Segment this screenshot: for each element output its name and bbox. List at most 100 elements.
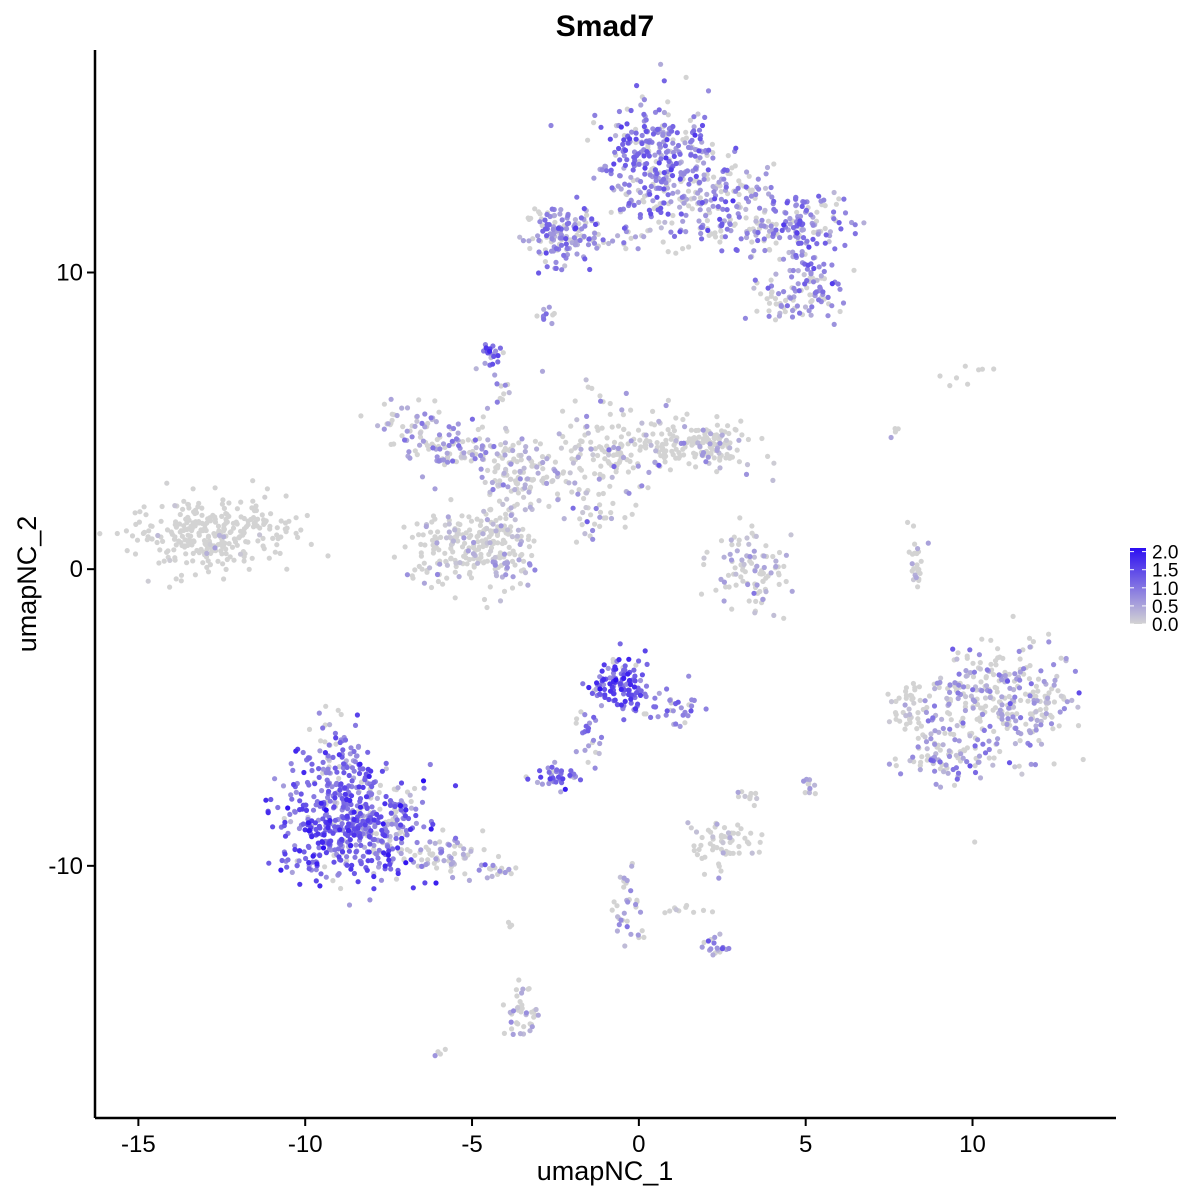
cell-point	[514, 459, 520, 465]
cell-point	[178, 572, 185, 578]
cell-point	[159, 503, 165, 510]
cell-point	[696, 127, 703, 133]
cell-point	[939, 716, 945, 722]
cell-point	[802, 281, 808, 287]
cell-point	[910, 523, 917, 529]
cell-point	[300, 802, 306, 808]
cell-point	[721, 825, 728, 831]
cell-point	[665, 249, 671, 255]
cell-point	[407, 455, 413, 461]
cell-point	[941, 769, 947, 775]
cell-point	[757, 571, 763, 577]
cell-point	[444, 575, 450, 581]
cell-point	[777, 256, 783, 262]
cell-point	[747, 554, 753, 560]
cell-point	[521, 558, 527, 564]
cell-point	[795, 281, 801, 287]
cell-point	[595, 452, 601, 459]
cell-point	[661, 186, 667, 192]
cell-point	[617, 207, 623, 213]
cell-point	[621, 153, 627, 159]
cell-point	[461, 450, 467, 456]
cell-point	[699, 834, 705, 841]
cell-point	[260, 535, 266, 542]
cell-point	[723, 199, 729, 205]
cell-point	[341, 770, 347, 776]
y-tick-label: -10	[48, 853, 83, 880]
cell-point	[428, 415, 434, 421]
cell-point	[452, 843, 458, 849]
cell-point	[924, 746, 930, 752]
cell-point	[703, 706, 709, 712]
cell-point	[460, 851, 466, 857]
cell-point	[625, 140, 631, 146]
cell-point	[656, 690, 662, 696]
cell-point	[741, 561, 747, 568]
cell-point	[622, 162, 629, 168]
cell-point	[622, 181, 628, 187]
cell-point	[454, 840, 460, 846]
cell-point	[572, 398, 578, 404]
cell-point	[799, 203, 805, 209]
cell-point	[787, 215, 793, 222]
cell-point	[1010, 704, 1017, 710]
cell-point	[955, 650, 961, 656]
cell-point	[1005, 716, 1011, 722]
cell-point	[357, 796, 364, 802]
cell-point	[746, 541, 752, 547]
cell-point	[495, 853, 502, 860]
cell-point	[426, 446, 432, 452]
cell-point	[268, 796, 274, 803]
cell-point	[583, 377, 589, 383]
cell-point	[994, 689, 1000, 695]
cell-point	[478, 452, 484, 459]
cell-point	[609, 907, 615, 913]
cell-point	[913, 574, 919, 581]
cell-point	[581, 495, 587, 502]
cell-point	[814, 241, 820, 247]
cell-point	[932, 768, 938, 774]
cell-point	[685, 820, 691, 826]
cell-point	[184, 560, 190, 566]
cell-point	[535, 233, 541, 239]
cell-point	[840, 300, 847, 306]
cell-point	[333, 781, 339, 788]
cell-point	[686, 181, 692, 187]
cell-point	[611, 463, 617, 470]
cell-point	[616, 657, 622, 663]
cell-point	[1075, 704, 1081, 710]
cell-point	[591, 120, 597, 126]
cell-point	[303, 807, 310, 814]
cell-point	[596, 491, 602, 497]
cell-point	[318, 738, 324, 744]
cell-point	[794, 209, 800, 215]
cell-point	[604, 435, 610, 441]
cell-point	[597, 523, 603, 530]
cell-point	[442, 550, 448, 556]
cell-point	[516, 977, 522, 983]
cell-point	[527, 1028, 533, 1034]
cell-point	[810, 255, 817, 261]
cell-point	[433, 880, 439, 886]
cell-point	[799, 227, 805, 233]
cell-point	[389, 821, 395, 827]
cell-point	[639, 483, 645, 489]
cell-point	[360, 853, 366, 859]
cell-point	[472, 456, 478, 462]
cell-point	[381, 850, 387, 856]
cell-point	[306, 866, 312, 872]
cell-point	[710, 203, 716, 209]
cell-point	[621, 884, 627, 890]
cell-point	[542, 226, 549, 232]
cell-point	[227, 554, 233, 560]
cell-point	[607, 400, 613, 407]
cell-point	[526, 238, 532, 244]
cell-point	[363, 826, 369, 832]
cell-point	[619, 407, 625, 413]
cell-point	[419, 420, 425, 426]
x-tick-label: -10	[288, 1131, 323, 1158]
cell-point	[662, 219, 668, 225]
cell-point	[573, 225, 579, 231]
cell-point	[624, 157, 630, 163]
cell-point	[601, 662, 607, 668]
